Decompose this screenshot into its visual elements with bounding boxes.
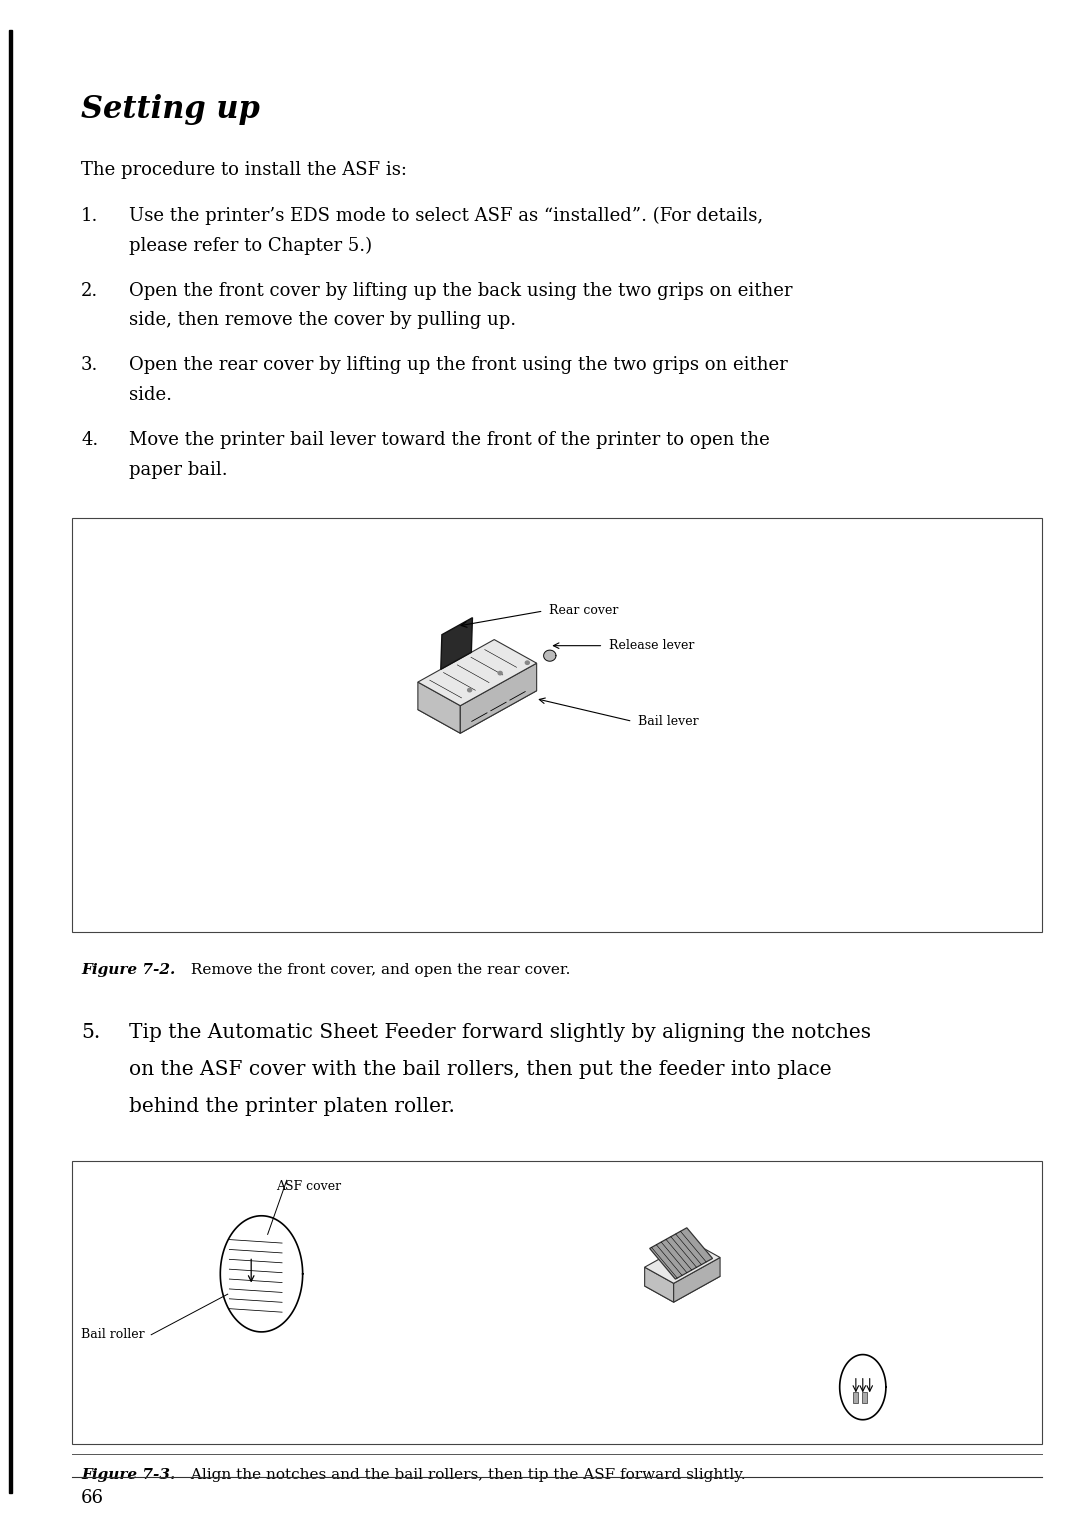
Polygon shape	[645, 1260, 720, 1302]
Bar	[72, 1161, 1042, 1444]
Text: Align the notches and the bail rollers, then tip the ASF forward slightly.: Align the notches and the bail rollers, …	[186, 1468, 745, 1482]
Text: Remove the front cover, and open the rear cover.: Remove the front cover, and open the rea…	[186, 963, 570, 976]
Text: 1.: 1.	[81, 207, 98, 225]
Text: Figure 7-2.: Figure 7-2.	[81, 963, 175, 976]
Text: Tip the Automatic Sheet Feeder forward slightly by aligning the notches: Tip the Automatic Sheet Feeder forward s…	[129, 1023, 870, 1042]
Bar	[72, 518, 1042, 932]
Polygon shape	[650, 1228, 713, 1279]
Polygon shape	[839, 1354, 886, 1419]
Text: behind the printer platen roller.: behind the printer platen roller.	[129, 1097, 455, 1115]
Text: 5.: 5.	[81, 1023, 100, 1042]
Polygon shape	[674, 1258, 720, 1302]
Text: ASF cover: ASF cover	[275, 1180, 341, 1194]
Polygon shape	[460, 663, 537, 733]
Polygon shape	[441, 618, 472, 669]
Polygon shape	[220, 1215, 302, 1333]
Bar	[853, 1392, 859, 1403]
Text: The procedure to install the ASF is:: The procedure to install the ASF is:	[81, 161, 407, 180]
Polygon shape	[418, 667, 537, 733]
Polygon shape	[543, 650, 556, 661]
Text: please refer to Chapter 5.): please refer to Chapter 5.)	[129, 238, 372, 254]
Text: Open the rear cover by lifting up the front using the two grips on either: Open the rear cover by lifting up the fr…	[129, 356, 787, 375]
Text: 4.: 4.	[81, 431, 98, 449]
Text: 3.: 3.	[81, 356, 98, 375]
Polygon shape	[418, 640, 537, 705]
Polygon shape	[418, 682, 460, 733]
Text: Open the front cover by lifting up the back using the two grips on either: Open the front cover by lifting up the b…	[129, 282, 792, 300]
Text: paper bail.: paper bail.	[129, 460, 227, 478]
Polygon shape	[645, 1241, 720, 1284]
Text: Use the printer’s EDS mode to select ASF as “installed”. (For details,: Use the printer’s EDS mode to select ASF…	[129, 207, 762, 225]
Polygon shape	[468, 688, 472, 691]
Text: side.: side.	[129, 387, 172, 404]
Polygon shape	[645, 1267, 674, 1302]
Text: Bail roller: Bail roller	[81, 1328, 145, 1342]
Text: Rear cover: Rear cover	[549, 605, 619, 617]
Text: on the ASF cover with the bail rollers, then put the feeder into place: on the ASF cover with the bail rollers, …	[129, 1060, 832, 1078]
Text: 2.: 2.	[81, 282, 98, 300]
Bar	[862, 1392, 867, 1403]
Text: Bail lever: Bail lever	[638, 714, 699, 728]
Text: 66: 66	[81, 1489, 104, 1508]
Text: Move the printer bail lever toward the front of the printer to open the: Move the printer bail lever toward the f…	[129, 431, 769, 449]
Polygon shape	[498, 672, 502, 675]
Text: Figure 7-3.: Figure 7-3.	[81, 1468, 175, 1482]
Text: Release lever: Release lever	[609, 640, 694, 652]
Bar	[9, 30, 12, 1493]
Polygon shape	[525, 661, 529, 664]
Text: side, then remove the cover by pulling up.: side, then remove the cover by pulling u…	[129, 312, 515, 329]
Text: Setting up: Setting up	[81, 94, 260, 125]
